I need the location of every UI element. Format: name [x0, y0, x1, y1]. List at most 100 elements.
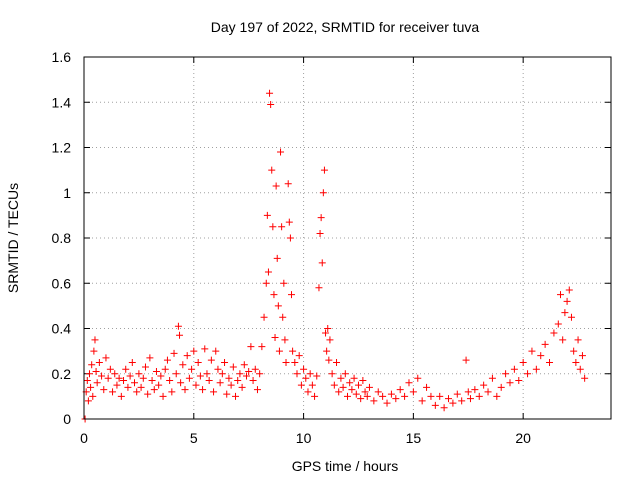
data-point — [320, 166, 328, 174]
data-point — [556, 291, 564, 299]
x-axis-label: GPS time / hours — [292, 458, 399, 474]
data-point — [354, 381, 362, 389]
data-point — [227, 381, 235, 389]
data-point — [285, 218, 293, 226]
data-point — [306, 370, 314, 378]
data-point — [207, 356, 215, 364]
data-point — [291, 358, 299, 366]
data-point — [179, 361, 187, 369]
data-point — [100, 386, 108, 394]
data-point — [141, 363, 149, 371]
data-point — [266, 89, 274, 97]
data-point — [181, 386, 189, 394]
data-point — [567, 313, 575, 321]
data-point — [414, 374, 422, 382]
data-point — [528, 347, 536, 355]
data-point — [317, 214, 325, 222]
data-point — [137, 383, 145, 391]
data-point — [245, 367, 253, 375]
data-point — [159, 392, 167, 400]
data-point — [102, 354, 110, 362]
data-point — [229, 363, 237, 371]
data-point — [188, 365, 196, 373]
data-point — [256, 370, 264, 378]
data-point — [190, 347, 198, 355]
data-point — [506, 379, 514, 387]
data-point — [576, 365, 584, 373]
data-point — [196, 372, 204, 380]
data-point — [274, 302, 282, 310]
data-point — [194, 358, 202, 366]
data-point — [572, 358, 580, 366]
data-point — [150, 386, 158, 394]
data-point — [311, 392, 319, 400]
data-point — [271, 334, 279, 342]
data-point — [199, 386, 207, 394]
data-point — [502, 370, 510, 378]
data-point — [409, 388, 417, 396]
data-point — [106, 365, 114, 373]
data-point — [163, 356, 171, 364]
data-point — [387, 390, 395, 398]
data-point — [131, 379, 139, 387]
data-point — [218, 370, 226, 378]
data-point — [532, 365, 540, 373]
data-point — [578, 352, 586, 360]
data-point — [330, 381, 338, 389]
data-point — [139, 374, 147, 382]
data-point — [201, 345, 209, 353]
data-point — [205, 377, 213, 385]
data-point — [214, 365, 222, 373]
data-point — [111, 370, 119, 378]
data-point — [277, 148, 285, 156]
data-point — [401, 392, 409, 400]
data-point — [339, 383, 347, 391]
data-point — [436, 392, 444, 400]
data-point — [466, 395, 474, 403]
data-point — [268, 166, 276, 174]
data-point — [379, 392, 387, 400]
data-point — [304, 388, 312, 396]
data-point — [319, 189, 327, 197]
data-point — [561, 309, 569, 317]
data-point — [278, 223, 286, 231]
data-point — [95, 358, 103, 366]
y-tick-label: 1 — [63, 185, 71, 201]
data-point — [440, 404, 448, 412]
data-point — [464, 388, 472, 396]
data-point — [120, 377, 128, 385]
data-point — [152, 367, 160, 375]
y-tick-label: 0.6 — [52, 275, 72, 291]
y-tick-label: 0.8 — [52, 230, 72, 246]
data-point — [493, 392, 501, 400]
data-point — [392, 395, 400, 403]
data-point — [155, 381, 163, 389]
data-point — [272, 182, 280, 190]
data-point — [91, 336, 99, 344]
data-point — [357, 395, 365, 403]
plot-frame — [83, 56, 612, 420]
data-point — [87, 383, 95, 391]
data-point — [453, 390, 461, 398]
data-point — [282, 358, 290, 366]
data-point — [168, 388, 176, 396]
data-point — [325, 356, 333, 364]
data-point — [488, 374, 496, 382]
data-point — [281, 336, 289, 344]
y-tick-label: 1.6 — [52, 49, 72, 65]
data-point — [270, 291, 278, 299]
data-point — [288, 291, 296, 299]
data-point — [471, 386, 479, 394]
data-point — [216, 379, 224, 387]
data-point — [104, 374, 112, 382]
data-point — [172, 370, 180, 378]
data-point — [322, 329, 330, 337]
data-point — [92, 367, 100, 375]
data-point — [183, 352, 191, 360]
data-point — [337, 374, 345, 382]
data-point — [263, 211, 271, 219]
data-point — [109, 388, 117, 396]
data-point — [550, 329, 558, 337]
data-point — [363, 392, 371, 400]
